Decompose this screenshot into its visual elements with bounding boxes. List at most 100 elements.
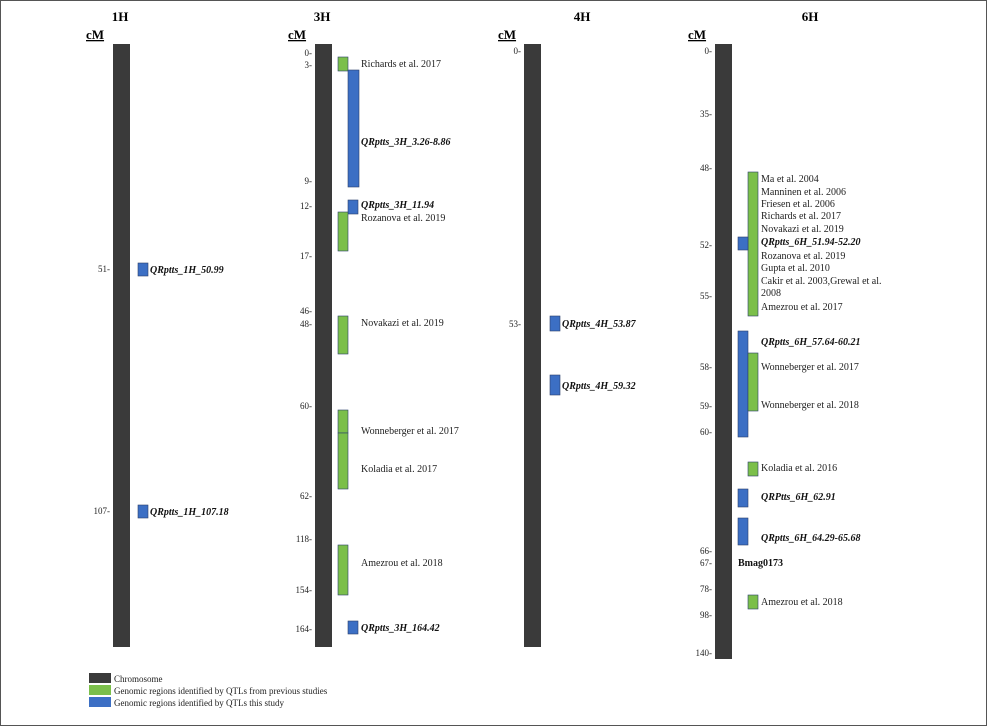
chromosome-bar-1h <box>113 44 130 647</box>
region-label-3h: QRptts_3H_164.42 <box>361 623 440 634</box>
chromosome-bar-3h <box>315 44 332 647</box>
legend-swatch-this-study <box>89 697 111 707</box>
tick-label-3h: 154- <box>296 585 313 595</box>
region-label-3h: Richards et al. 2017 <box>361 59 441 70</box>
legend-label-this-study: Genomic regions identified by QTLs this … <box>114 698 284 708</box>
qtl-previous-3h <box>337 432 349 490</box>
tick-label-6h: 52- <box>700 240 712 250</box>
tick-label-6h: 0- <box>705 46 713 56</box>
tick-label-6h: 48- <box>700 163 712 173</box>
tick-label-3h: 46- <box>300 306 312 316</box>
qtl-this-study-6h <box>737 488 749 508</box>
qtl-this-study-1h <box>137 504 149 519</box>
cm-header-4h: cM <box>498 27 516 42</box>
tick-label-3h: 17- <box>300 251 312 261</box>
legend-swatch-chromosome <box>89 673 111 683</box>
qtl-this-study-6h <box>737 517 749 546</box>
qtl-this-study-3h <box>347 199 359 215</box>
region-label-6h: Wonneberger et al. 2017 <box>761 362 859 373</box>
region-label-6h: Wonneberger et al. 2018 <box>761 400 859 411</box>
tick-label-6h: 60- <box>700 427 712 437</box>
tick-label-3h: 3- <box>305 60 313 70</box>
tick-label-3h: 164- <box>296 624 313 634</box>
region-label-1h: QRptts_1H_50.99 <box>150 265 224 276</box>
chromosome-title-4h: 4H <box>574 9 591 24</box>
tick-label-3h: 0- <box>305 48 313 58</box>
region-label-4h: QRptts_4H_53.87 <box>562 319 637 330</box>
region-label-3h: Koladia et al. 2017 <box>361 464 437 475</box>
chromosome-title-6h: 6H <box>802 9 819 24</box>
qtl-this-study-3h <box>347 620 359 635</box>
qtl-this-study-4h <box>549 315 561 332</box>
tick-label-1h: 51- <box>98 264 110 274</box>
tick-label-4h: 53- <box>509 319 521 329</box>
qtl-previous-3h <box>337 211 349 252</box>
region-label-6h: Friesen et al. 2006 <box>761 199 835 210</box>
region-label-6h: Richards et al. 2017 <box>761 211 841 222</box>
marker-label-6h: Bmag0173 <box>738 558 783 569</box>
tick-label-3h: 118- <box>296 534 312 544</box>
region-label-6h: Amezrou et al. 2017 <box>761 302 843 313</box>
qtl-previous-3h <box>337 409 349 434</box>
region-label-6h: QRptts_6H_51.94-52.20 <box>761 237 860 248</box>
qtl-this-study-6h <box>737 330 749 438</box>
legend-label-chromosome: Chromosome <box>114 674 163 684</box>
tick-label-3h: 48- <box>300 319 312 329</box>
region-label-6h: 2008 <box>761 288 781 299</box>
region-label-6h: Koladia et al. 2016 <box>761 463 837 474</box>
qtl-this-study-4h <box>549 374 561 396</box>
region-label-6h: QRPtts_6H_62.91 <box>761 492 836 503</box>
tick-label-3h: 62- <box>300 491 312 501</box>
legend-swatch-previous <box>89 685 111 695</box>
qtl-previous-6h <box>747 461 759 477</box>
chromosome-bar-4h <box>524 44 541 647</box>
tick-label-6h: 58- <box>700 362 712 372</box>
qtl-previous-3h <box>337 315 349 355</box>
tick-label-6h: 35- <box>700 109 712 119</box>
chromosome-bar-6h <box>715 44 732 659</box>
qtl-previous-6h <box>747 352 759 412</box>
tick-label-6h: 140- <box>696 648 713 658</box>
region-label-6h: Amezrou et al. 2018 <box>761 597 843 608</box>
region-label-3h: Amezrou et al. 2018 <box>361 558 443 569</box>
tick-label-1h: 107- <box>94 506 111 516</box>
region-label-1h: QRptts_1H_107.18 <box>150 507 229 518</box>
tick-label-6h: 55- <box>700 291 712 301</box>
cm-header-6h: cM <box>688 27 706 42</box>
cm-header-1h: cM <box>86 27 104 42</box>
tick-label-6h: 78- <box>700 584 712 594</box>
region-label-4h: QRptts_4H_59.32 <box>562 381 636 392</box>
chromosome-title-3h: 3H <box>314 9 331 24</box>
qtl-this-study-3h <box>347 69 360 188</box>
region-label-6h: Manninen et al. 2006 <box>761 187 846 198</box>
region-label-6h: Novakazi et al. 2019 <box>761 224 844 235</box>
region-label-3h: Rozanova et al. 2019 <box>361 213 445 224</box>
region-label-3h: QRptts_3H_3.26-8.86 <box>361 137 450 148</box>
region-label-6h: QRptts_6H_57.64-60.21 <box>761 337 860 348</box>
tick-label-6h: 98- <box>700 610 712 620</box>
tick-label-6h: 67- <box>700 558 712 568</box>
region-label-6h: Ma et al. 2004 <box>761 174 819 185</box>
legend-label-previous: Genomic regions identified by QTLs from … <box>114 686 328 696</box>
tick-label-6h: 66- <box>700 546 712 556</box>
qtl-this-study-6h <box>737 236 749 251</box>
region-label-6h: Gupta et al. 2010 <box>761 263 830 274</box>
qtl-previous-3h <box>337 544 349 596</box>
tick-label-3h: 60- <box>300 401 312 411</box>
region-label-3h: Wonneberger et al. 2017 <box>361 426 459 437</box>
region-label-3h: Novakazi et al. 2019 <box>361 318 444 329</box>
region-label-6h: QRptts_6H_64.29-65.68 <box>761 533 860 544</box>
tick-label-4h: 0- <box>514 46 522 56</box>
region-label-6h: Rozanova et al. 2019 <box>761 251 845 262</box>
cm-header-3h: cM <box>288 27 306 42</box>
region-label-6h: Cakir et al. 2003,Grewal et al. <box>761 276 882 287</box>
qtl-previous-3h <box>337 56 349 72</box>
chromosome-title-1h: 1H <box>112 9 129 24</box>
region-label-3h: QRptts_3H_11.94 <box>361 200 434 211</box>
tick-label-3h: 12- <box>300 201 312 211</box>
qtl-previous-6h <box>747 171 759 317</box>
qtl-previous-6h <box>747 594 759 610</box>
tick-label-6h: 59- <box>700 401 712 411</box>
tick-label-3h: 9- <box>305 176 313 186</box>
